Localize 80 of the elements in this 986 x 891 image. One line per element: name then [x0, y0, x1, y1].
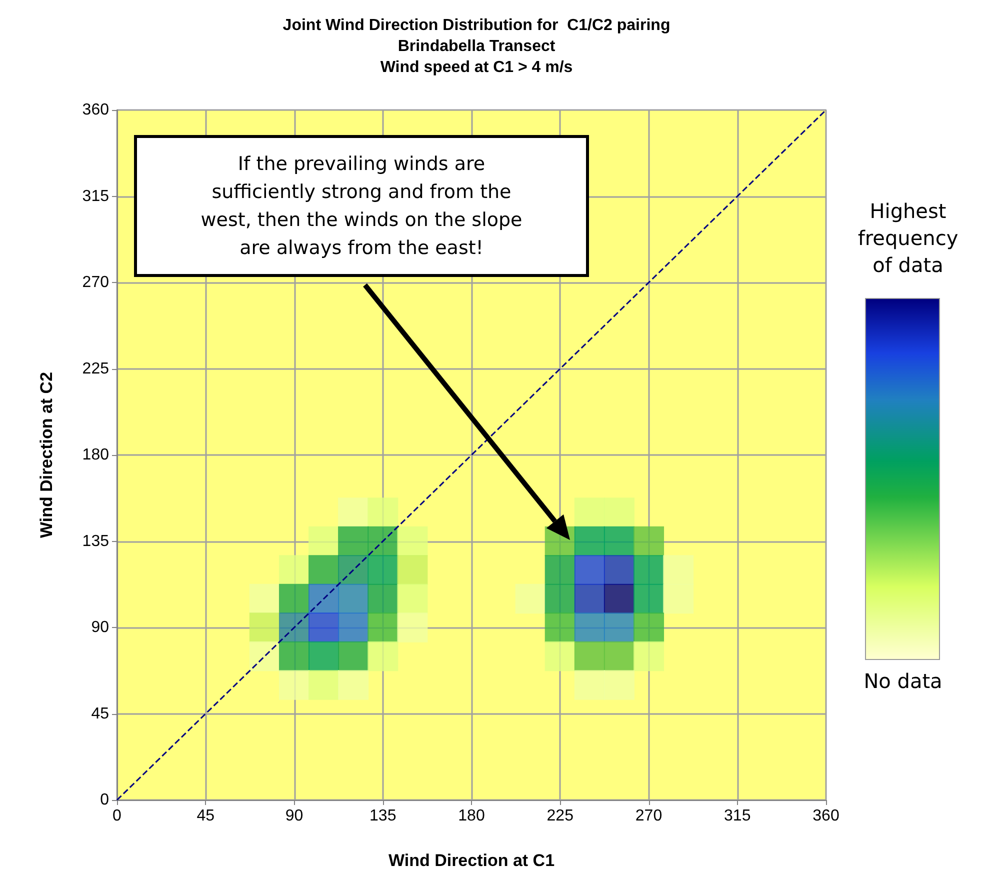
point — [338, 526, 369, 556]
point — [574, 641, 605, 672]
point — [574, 498, 605, 528]
point — [663, 555, 694, 585]
x-tick-label: 315 — [724, 808, 751, 824]
point — [604, 555, 634, 585]
point — [249, 612, 280, 642]
point — [633, 555, 664, 585]
point — [604, 670, 634, 700]
point — [368, 584, 398, 614]
point — [515, 584, 546, 614]
x-tick-label: 360 — [812, 808, 840, 824]
x-tick-label: 90 — [285, 808, 304, 824]
x-tick-label: 45 — [196, 808, 215, 824]
point — [308, 641, 340, 672]
point — [574, 526, 605, 556]
y-tick-label: 45 — [91, 705, 110, 722]
point — [633, 526, 664, 556]
point — [308, 612, 340, 642]
point — [604, 498, 634, 528]
point — [574, 612, 605, 642]
point — [338, 555, 369, 585]
point — [574, 555, 605, 585]
text: No data — [862, 668, 944, 695]
point — [368, 641, 398, 672]
point — [544, 641, 576, 672]
x-tick-label: 0 — [112, 808, 122, 824]
y-tick-label: 180 — [82, 446, 110, 464]
y-tick-label: 135 — [82, 532, 110, 550]
point — [338, 612, 369, 642]
point — [663, 584, 694, 614]
point — [368, 612, 398, 642]
y-tick-label: 225 — [82, 360, 110, 378]
point — [397, 526, 428, 556]
y-tick-label: 315 — [82, 188, 110, 205]
point — [249, 584, 280, 614]
text: Highest frequency of data — [856, 198, 960, 279]
x-tick-label: 135 — [370, 808, 396, 824]
point — [338, 584, 369, 614]
point — [338, 641, 369, 672]
point — [308, 526, 340, 556]
point — [544, 612, 576, 642]
x-tick-label: 180 — [458, 808, 485, 824]
point — [544, 584, 576, 614]
point — [278, 641, 310, 672]
point — [604, 526, 634, 556]
point — [278, 584, 310, 614]
point — [604, 584, 634, 614]
y-tick-label: 0 — [100, 792, 110, 808]
point — [397, 555, 428, 585]
point — [397, 612, 428, 642]
point — [249, 641, 280, 672]
y-tick-label: 90 — [91, 619, 110, 636]
point — [574, 584, 605, 614]
y-tick-label: 270 — [82, 274, 110, 291]
y-axis-title: Wind Direction at C2 — [37, 372, 56, 538]
point — [604, 641, 634, 672]
y-tick-label: 360 — [82, 102, 110, 118]
point — [397, 584, 428, 614]
callout-box: If the prevailing winds are sufficiently strong and from the west, then the winds on the slope are always from the east! — [134, 135, 589, 277]
point — [278, 670, 310, 700]
point — [633, 641, 664, 672]
point — [633, 612, 664, 642]
x-axis-title: Wind Direction at C1 — [388, 851, 555, 870]
point — [278, 555, 310, 585]
point — [338, 498, 369, 528]
point — [308, 555, 340, 585]
x-tick-label: 270 — [635, 808, 662, 824]
point — [574, 670, 605, 700]
point — [278, 612, 310, 642]
chart-title: Joint Wind Direction Distribution for C1/C2 pairing Brindabella Transect Wind speed at C1 > 4 m/s — [282, 17, 670, 76]
point — [308, 670, 340, 700]
x-tick-label: 225 — [546, 808, 574, 824]
point — [544, 555, 576, 585]
point — [633, 584, 664, 614]
annotation: If the prevailing winds are sufficiently strong and from the west, then the winds on the slope are always from the east! — [200, 152, 524, 261]
point — [368, 498, 398, 528]
point — [338, 670, 369, 700]
point — [368, 555, 398, 585]
point — [604, 612, 634, 642]
